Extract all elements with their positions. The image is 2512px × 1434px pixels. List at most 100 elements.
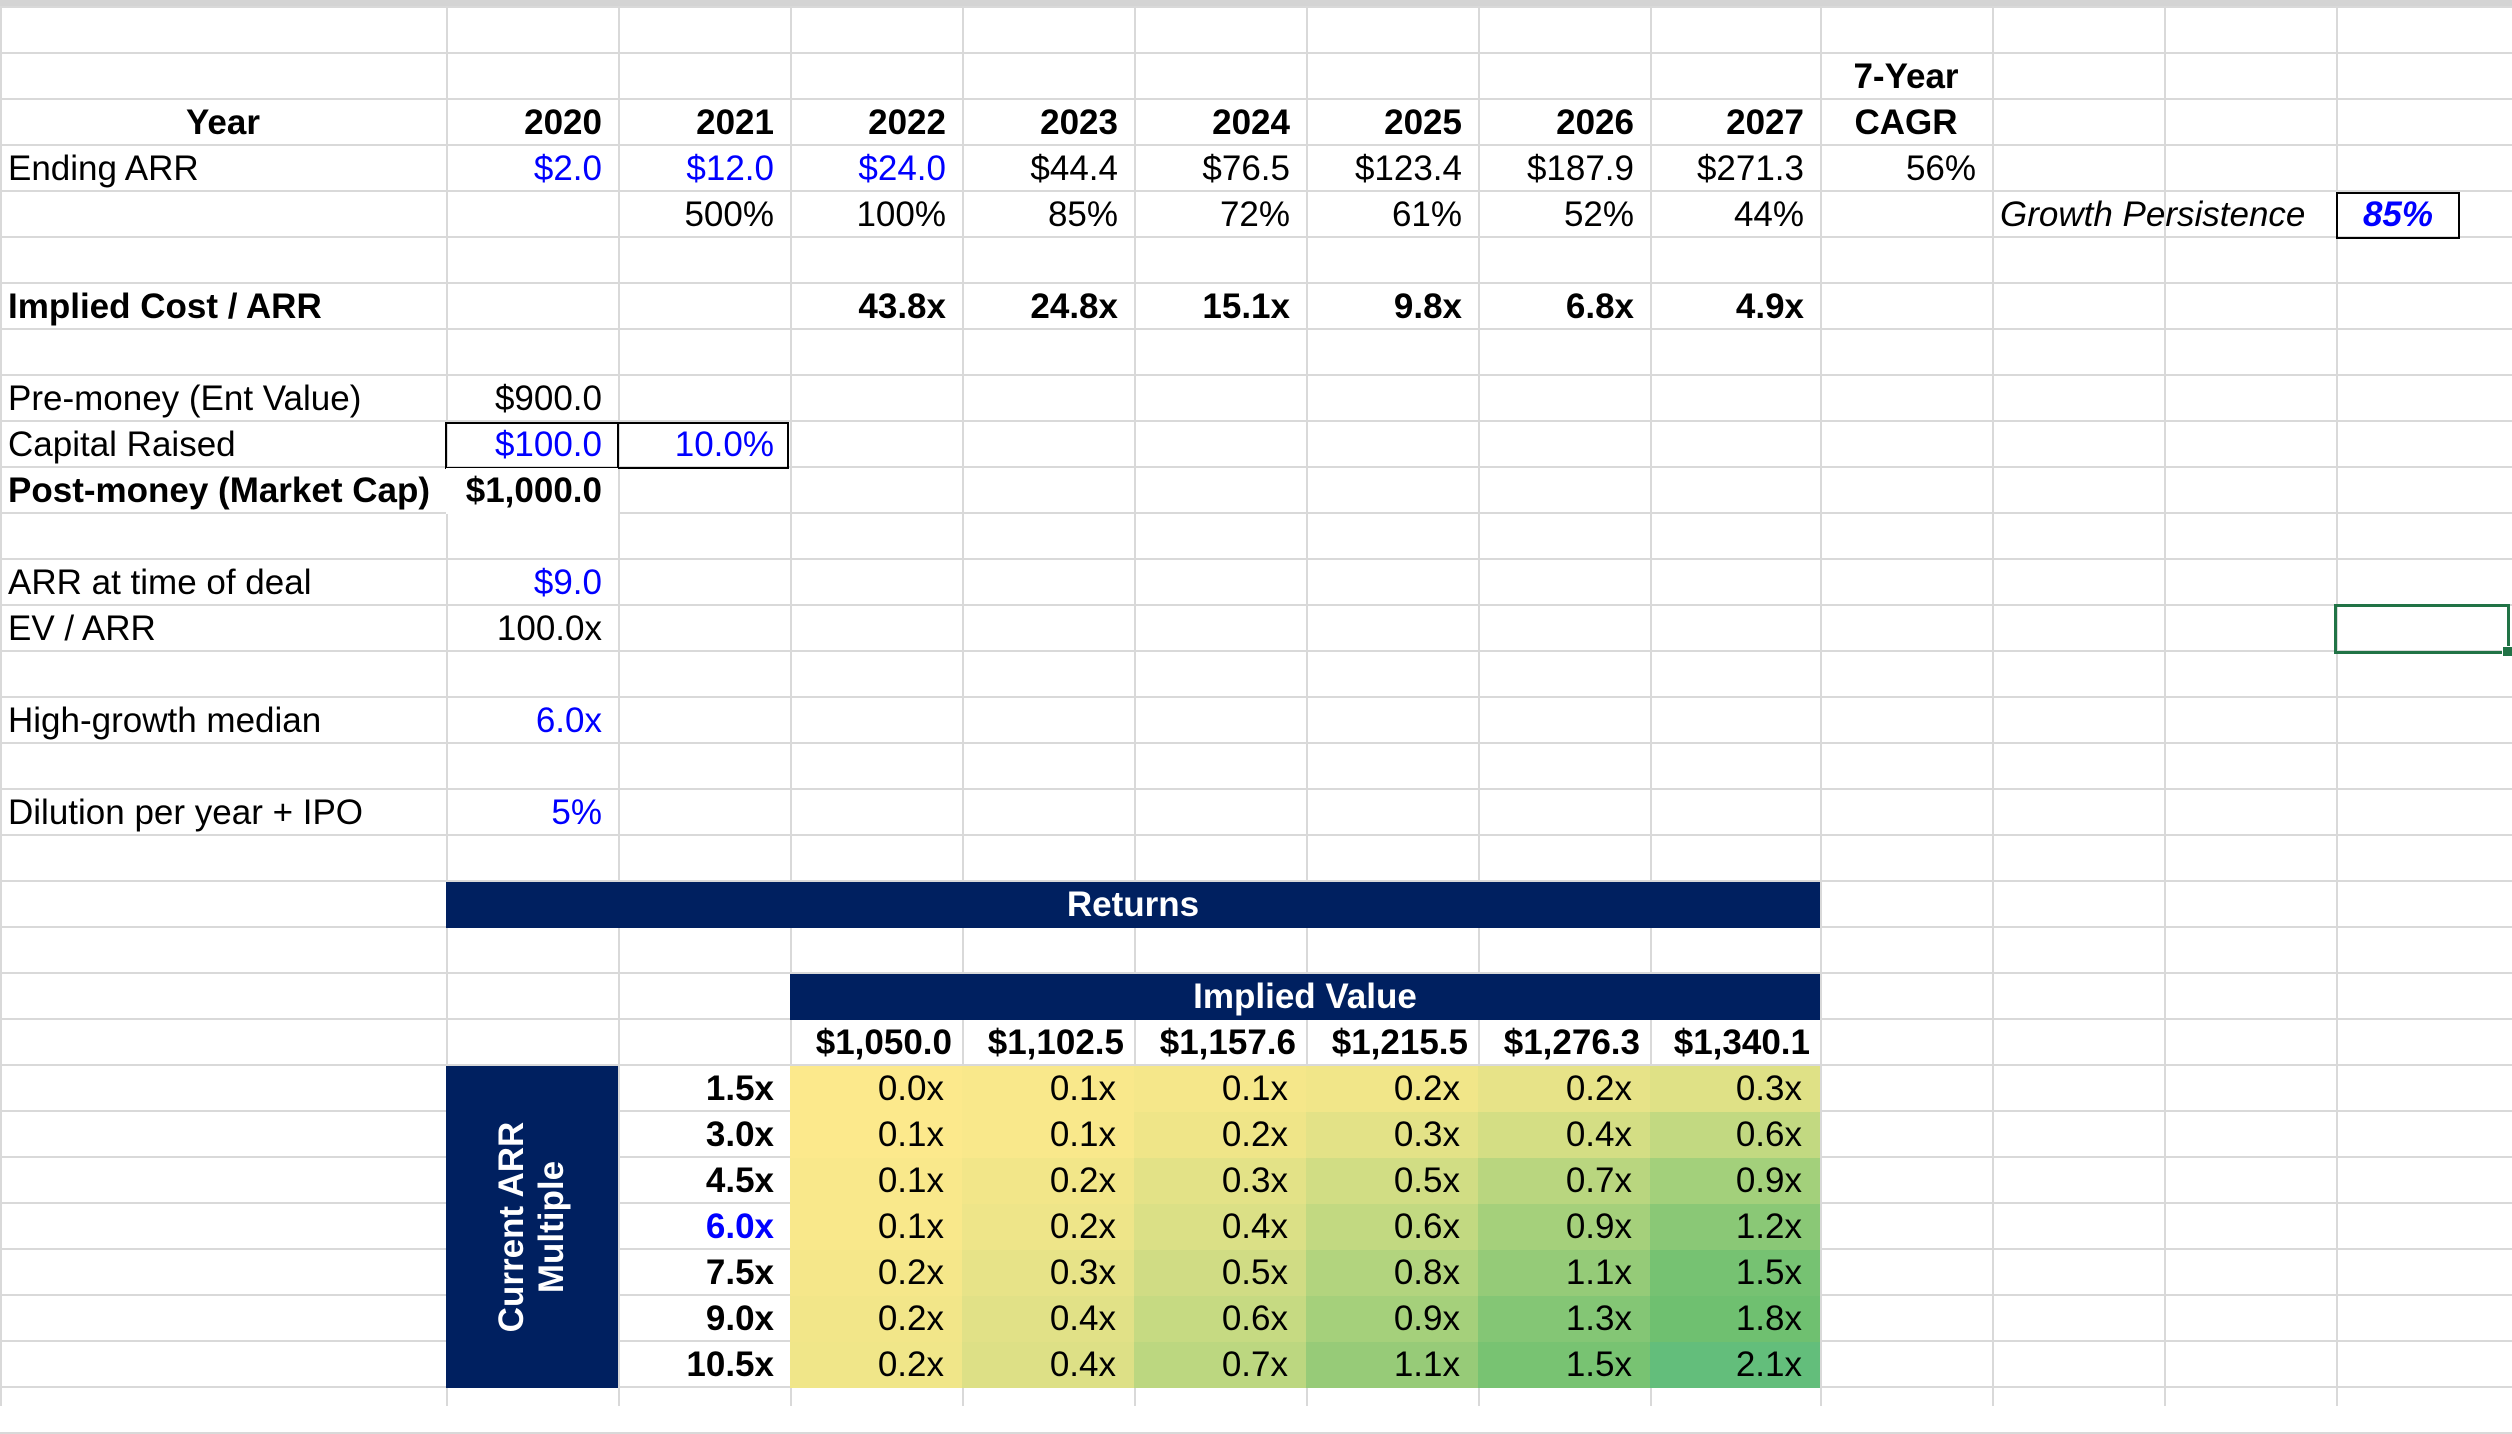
ending-arr-2022[interactable]: $24.0: [858, 149, 946, 188]
implied-cost-2022[interactable]: 43.8x: [858, 287, 946, 326]
arr-multiple-row-label[interactable]: 3.0x: [705, 1115, 774, 1154]
returns-heatmap-cell[interactable]: 0.2x: [790, 1250, 962, 1296]
implied-cost-label[interactable]: Implied Cost / ARR: [8, 287, 322, 326]
capital-raised-pct[interactable]: 10.0%: [674, 425, 774, 464]
growth-2024[interactable]: 72%: [1219, 195, 1290, 234]
cagr-value[interactable]: 56%: [1905, 149, 1976, 188]
returns-heatmap-cell[interactable]: 0.2x: [962, 1158, 1134, 1204]
returns-heatmap-cell[interactable]: 2.1x: [1650, 1342, 1820, 1388]
high-growth-median-label[interactable]: High-growth median: [8, 701, 322, 740]
returns-heatmap-cell[interactable]: 0.0x: [790, 1066, 962, 1112]
implied-value-col[interactable]: $1,340.1: [1673, 1023, 1810, 1062]
arr-multiple-row-label[interactable]: 9.0x: [705, 1299, 774, 1338]
returns-heatmap-cell[interactable]: 0.8x: [1306, 1250, 1478, 1296]
returns-heatmap-cell[interactable]: 0.3x: [962, 1250, 1134, 1296]
premoney-label[interactable]: Pre-money (Ent Value): [8, 379, 362, 418]
returns-heatmap-cell[interactable]: 0.1x: [962, 1112, 1134, 1158]
returns-heatmap-cell[interactable]: 1.1x: [1478, 1250, 1650, 1296]
returns-heatmap-cell[interactable]: 1.8x: [1650, 1296, 1820, 1342]
returns-heatmap-cell[interactable]: 0.6x: [1134, 1296, 1306, 1342]
returns-heatmap-cell[interactable]: 0.9x: [1306, 1296, 1478, 1342]
arr-multiple-row-label[interactable]: 10.5x: [686, 1345, 774, 1384]
implied-cost-2026[interactable]: 6.8x: [1565, 287, 1634, 326]
growth-2026[interactable]: 52%: [1563, 195, 1634, 234]
arr-multiple-row-label[interactable]: 4.5x: [705, 1161, 774, 1200]
arr-at-deal-input[interactable]: $9.0: [533, 563, 602, 602]
growth-2022[interactable]: 100%: [856, 195, 946, 234]
returns-heatmap-cell[interactable]: 0.6x: [1650, 1112, 1820, 1158]
year-2026[interactable]: 2026: [1556, 103, 1634, 142]
active-cell-selection[interactable]: [2334, 604, 2512, 657]
ev-arr-value[interactable]: 100.0x: [496, 609, 602, 648]
returns-heatmap-cell[interactable]: 0.7x: [1134, 1342, 1306, 1388]
returns-heatmap-cell[interactable]: 1.5x: [1478, 1342, 1650, 1388]
year-2023[interactable]: 2023: [1040, 103, 1118, 142]
year-2022[interactable]: 2022: [868, 103, 946, 142]
cagr-header-line1[interactable]: 7-Year: [1853, 57, 1959, 96]
growth-2021[interactable]: 500%: [684, 195, 774, 234]
returns-heatmap-cell[interactable]: 0.9x: [1478, 1204, 1650, 1250]
returns-heatmap-cell[interactable]: 0.4x: [1478, 1112, 1650, 1158]
returns-heatmap-cell[interactable]: 0.9x: [1650, 1158, 1820, 1204]
ending-arr-2026[interactable]: $187.9: [1526, 149, 1634, 188]
ending-arr-2021[interactable]: $12.0: [686, 149, 774, 188]
fill-handle[interactable]: [2502, 646, 2512, 657]
arr-multiple-row-label[interactable]: 7.5x: [705, 1253, 774, 1292]
arr-multiple-row-label[interactable]: 6.0x: [705, 1207, 774, 1246]
high-growth-median-input[interactable]: 6.0x: [535, 701, 602, 740]
growth-2025[interactable]: 61%: [1391, 195, 1462, 234]
returns-heatmap-cell[interactable]: 1.3x: [1478, 1296, 1650, 1342]
returns-heatmap-cell[interactable]: 0.2x: [790, 1296, 962, 1342]
implied-value-col[interactable]: $1,050.0: [815, 1023, 952, 1062]
capital-raised-input[interactable]: $100.0: [494, 425, 602, 464]
growth-persistence-label[interactable]: Growth Persistence: [2000, 195, 2306, 234]
ev-arr-label[interactable]: EV / ARR: [8, 609, 156, 648]
returns-heatmap-cell[interactable]: 0.3x: [1134, 1158, 1306, 1204]
postmoney-label[interactable]: Post-money (Market Cap): [8, 471, 431, 510]
arr-multiple-row-label[interactable]: 1.5x: [705, 1069, 774, 1108]
returns-heatmap-cell[interactable]: 1.5x: [1650, 1250, 1820, 1296]
year-2020[interactable]: 2020: [524, 103, 602, 142]
implied-value-col[interactable]: $1,157.6: [1159, 1023, 1296, 1062]
year-header[interactable]: Year: [186, 103, 260, 142]
returns-heatmap-cell[interactable]: 0.3x: [1650, 1066, 1820, 1112]
year-2025[interactable]: 2025: [1384, 103, 1462, 142]
returns-heatmap-cell[interactable]: 0.6x: [1306, 1204, 1478, 1250]
returns-heatmap-cell[interactable]: 1.2x: [1650, 1204, 1820, 1250]
implied-cost-2027[interactable]: 4.9x: [1735, 287, 1804, 326]
returns-heatmap-cell[interactable]: 0.5x: [1306, 1158, 1478, 1204]
ending-arr-2023[interactable]: $44.4: [1030, 149, 1118, 188]
premoney-value[interactable]: $900.0: [494, 379, 602, 418]
returns-heatmap-cell[interactable]: 0.4x: [962, 1296, 1134, 1342]
returns-heatmap-cell[interactable]: 0.2x: [790, 1342, 962, 1388]
returns-heatmap-cell[interactable]: 0.2x: [1134, 1112, 1306, 1158]
implied-cost-2023[interactable]: 24.8x: [1030, 287, 1118, 326]
year-2024[interactable]: 2024: [1212, 103, 1290, 142]
growth-persistence-input[interactable]: 85%: [2362, 195, 2434, 234]
cagr-header-line2[interactable]: CAGR: [1854, 103, 1958, 142]
returns-heatmap-cell[interactable]: 1.1x: [1306, 1342, 1478, 1388]
returns-heatmap-cell[interactable]: 0.1x: [790, 1112, 962, 1158]
year-2027[interactable]: 2027: [1726, 103, 1804, 142]
growth-2027[interactable]: 44%: [1733, 195, 1804, 234]
returns-heatmap-cell[interactable]: 0.1x: [1134, 1066, 1306, 1112]
implied-value-col[interactable]: $1,215.5: [1331, 1023, 1468, 1062]
returns-heatmap-cell[interactable]: 0.2x: [1306, 1066, 1478, 1112]
implied-value-col[interactable]: $1,102.5: [987, 1023, 1124, 1062]
returns-heatmap-cell[interactable]: 0.4x: [962, 1342, 1134, 1388]
ending-arr-2024[interactable]: $76.5: [1202, 149, 1290, 188]
returns-heatmap-cell[interactable]: 0.1x: [790, 1204, 962, 1250]
dilution-label[interactable]: Dilution per year + IPO: [8, 793, 364, 832]
returns-heatmap-cell[interactable]: 0.3x: [1306, 1112, 1478, 1158]
returns-heatmap-cell[interactable]: 0.1x: [962, 1066, 1134, 1112]
returns-heatmap-cell[interactable]: 0.4x: [1134, 1204, 1306, 1250]
implied-value-col[interactable]: $1,276.3: [1503, 1023, 1640, 1062]
ending-arr-2020[interactable]: $2.0: [533, 149, 602, 188]
ending-arr-2027[interactable]: $271.3: [1696, 149, 1804, 188]
returns-heatmap-cell[interactable]: 0.2x: [962, 1204, 1134, 1250]
arr-at-deal-label[interactable]: ARR at time of deal: [8, 563, 312, 602]
growth-2023[interactable]: 85%: [1047, 195, 1118, 234]
returns-heatmap-cell[interactable]: 0.7x: [1478, 1158, 1650, 1204]
ending-arr-2025[interactable]: $123.4: [1354, 149, 1462, 188]
